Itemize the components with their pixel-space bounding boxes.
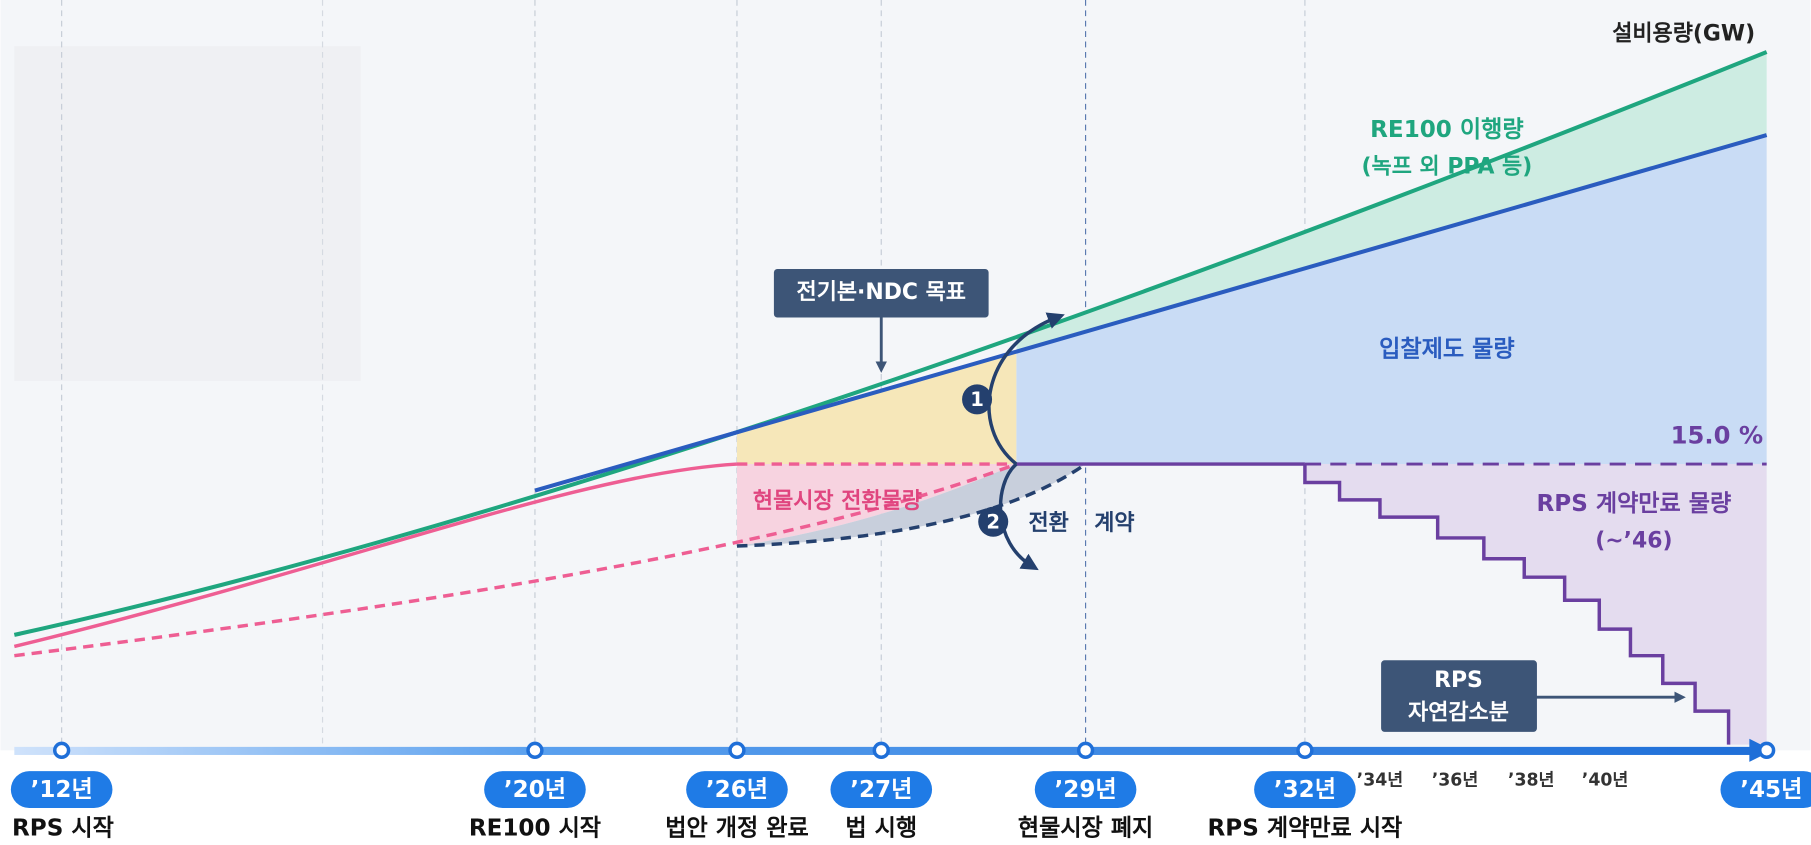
year-pill [830,771,933,809]
annotation: RE100 이행량 [1370,117,1523,143]
annotation: 계약 [1094,511,1134,536]
auction-line [534,133,1768,493]
year-label: ’45년 [1740,777,1802,803]
timeline-node [872,741,890,759]
year-label: ’29년 [1055,777,1117,803]
minor-year: ’36년 [1432,770,1479,790]
year-pill [686,771,788,809]
year-pill [484,771,586,809]
timeline-node [1758,741,1776,759]
contract-area [736,464,1086,547]
callout-text: 전기본·NDC 목표 [797,280,966,305]
annotation: 전환 [1028,511,1068,536]
timeline-node [526,741,544,759]
timeline-node [1296,741,1314,759]
year-label: ’32년 [1274,777,1336,803]
annotation: 입찰제도 물량 [1379,336,1514,362]
callout-text: 자연감소분 [1408,700,1509,725]
marker [962,384,993,415]
year-label: ’20년 [504,777,566,803]
event-label: RE100 시작 [469,815,601,841]
minor-year: ’38년 [1508,770,1555,790]
spot-line [13,462,738,649]
marker-label: 1 [970,388,984,411]
annotation: (녹프 외 PPA 등) [1362,154,1533,179]
minor-year: ’40년 [1582,770,1629,790]
event-label: 법 시행 [845,815,917,841]
auction-area [1016,135,1767,465]
timeline-node [52,741,71,759]
spot-dashed-line [14,462,1017,658]
year-label: ’12년 [31,777,93,803]
callout-box [1381,660,1537,732]
rps-steps [1303,464,1731,745]
contract-line [736,462,1087,548]
year-label: ’26년 [706,777,768,803]
timeline-node [1076,741,1095,759]
callout-text: RPS [1434,668,1483,693]
re100-line [13,50,1768,637]
labels: 설비용량(GW) RE100 이행량 (녹프 외 PPA 등) 입찰제도 물량 15.0… [10,22,1811,841]
annotation: RPS 계약만료 물량 [1537,491,1732,517]
arrow-1 [987,312,1065,466]
axis-label: 설비용량(GW) [1612,22,1755,47]
faded-photo [14,46,361,381]
callout-box [773,268,989,318]
annotation: (~’46) [1595,528,1672,553]
timeline-node [728,741,746,759]
marker-label: 2 [986,510,1000,533]
annotation: 현물시장 전환물량 [753,489,922,514]
event-label: 법안 개정 완료 [665,815,808,841]
rps-expiry-area [1304,464,1767,745]
year-pill [10,771,113,809]
event-label: RPS 계약만료 시작 [1208,815,1403,841]
year-pill [1254,771,1356,809]
annotation: 15.0 % [1671,420,1764,449]
event-label: RPS 시작 [12,815,114,841]
minor-year: ’34년 [1357,770,1404,790]
year-pill [1034,771,1137,809]
year-label: ’27년 [850,777,912,803]
event-label: 현물시장 폐지 [1018,815,1153,841]
ndc-gap-area [736,352,1017,465]
marker [978,506,1009,537]
year-pill [1720,771,1811,809]
